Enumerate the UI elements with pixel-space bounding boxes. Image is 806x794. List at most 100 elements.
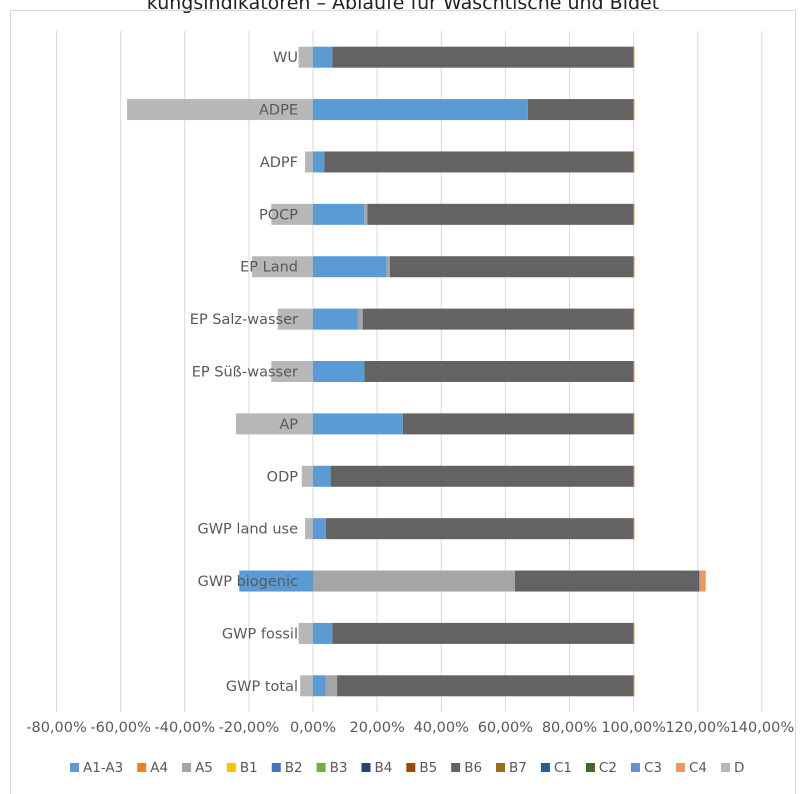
legend-label: C2	[599, 760, 617, 776]
bar-segment	[313, 99, 528, 121]
x-tick-label: -60,00%	[90, 720, 151, 736]
bar-segment	[300, 675, 313, 697]
chart-border	[10, 10, 796, 794]
legend-label: B3	[330, 760, 348, 776]
legend-swatch	[316, 763, 326, 772]
bar-segment	[633, 99, 635, 121]
bar-segment	[633, 675, 635, 697]
bar-segment	[633, 203, 635, 225]
legend-swatch	[361, 763, 371, 772]
category-labels: WU ADPE ADPF POCP EP Land EP Salz-wasser EP Sü…	[190, 50, 298, 695]
bar-segment	[514, 570, 698, 592]
bar-segment	[313, 256, 387, 278]
legend-swatch	[271, 763, 281, 772]
bar-segment	[633, 308, 635, 330]
bar-segment	[633, 518, 635, 540]
category-label: AP	[279, 417, 298, 433]
bar-segment	[313, 675, 326, 697]
x-tick-label: 40,00%	[414, 720, 469, 736]
legend-label: B4	[374, 760, 392, 776]
bar-segment	[324, 151, 634, 173]
legend-swatch	[496, 763, 506, 772]
bar-segment	[332, 622, 634, 644]
bar-segment	[332, 46, 634, 68]
bar-segment	[313, 518, 326, 540]
legend-label: C1	[554, 760, 572, 776]
x-tick-label: 100,00%	[601, 720, 666, 736]
x-tick-label: 80,00%	[542, 720, 597, 736]
bar-segment	[271, 361, 313, 382]
legend-swatch	[226, 763, 236, 772]
bar-segment	[364, 361, 634, 382]
bar-segment	[298, 46, 313, 68]
legend-label: D	[734, 760, 744, 776]
bar-segment	[313, 465, 331, 487]
bar-segment	[699, 570, 706, 592]
legend-label: A5	[195, 760, 213, 776]
x-tick-labels: -80,00% -60,00% -40,00% -20,00% 0,00% 20,00% 4…	[26, 720, 794, 736]
bar-segment	[362, 308, 634, 330]
bar-segment	[313, 151, 325, 173]
bar-segment	[389, 256, 634, 278]
bar-segment	[386, 256, 390, 278]
x-tick-label: 140,00%	[730, 720, 795, 736]
category-label: ADPF	[260, 155, 298, 171]
bar-segment	[313, 361, 365, 382]
category-label: GWP fossil	[222, 626, 298, 642]
bar-segment	[364, 203, 368, 225]
x-tick-label: 120,00%	[665, 720, 730, 736]
legend-swatch	[137, 763, 147, 772]
x-tick-label: 60,00%	[478, 720, 533, 736]
legend-swatch	[675, 763, 685, 772]
bar-segment	[325, 518, 634, 540]
bar-segment	[301, 465, 313, 487]
bar-segment	[337, 675, 634, 697]
category-label: GWP biogenic	[198, 574, 298, 590]
bar-segment	[313, 622, 333, 644]
bars	[127, 46, 706, 697]
bar-segment	[304, 151, 313, 173]
bar-segment	[313, 308, 358, 330]
x-tick-label: -20,00%	[219, 720, 280, 736]
bar-segment	[633, 151, 635, 173]
bar-segment	[633, 622, 635, 644]
category-label: ADPE	[259, 103, 298, 119]
category-label: GWP total	[226, 679, 298, 695]
legend-label: A4	[150, 760, 168, 776]
bar-segment	[325, 675, 338, 697]
legend-label: B5	[419, 760, 437, 776]
category-label: EP Süß-wasser	[192, 365, 298, 381]
legend-swatch	[70, 763, 79, 772]
x-tick-label: 20,00%	[349, 720, 404, 736]
bar-segment	[304, 518, 313, 540]
bar-segment	[313, 46, 333, 68]
bar-segment	[271, 203, 313, 225]
bar-segment	[633, 46, 635, 68]
category-label: WU	[273, 50, 298, 66]
legend-label: C4	[689, 760, 707, 776]
category-label: POCP	[259, 207, 298, 223]
bar-segment	[402, 413, 634, 435]
bar-segment	[313, 413, 403, 435]
bar-segment	[313, 570, 515, 592]
bar-segment	[298, 622, 313, 644]
bar-segment	[697, 570, 700, 592]
x-tick-label: 0,00%	[290, 720, 336, 736]
bar-segment	[239, 570, 313, 592]
bar-segment	[633, 361, 635, 382]
category-label: EP Land	[240, 260, 298, 276]
legend-swatch	[451, 763, 461, 772]
legend-label: B1	[240, 760, 258, 776]
bar-segment	[313, 203, 365, 225]
bar-segment	[277, 308, 313, 330]
legend-label: B6	[464, 760, 482, 776]
bar-segment	[330, 465, 634, 487]
bar-segment	[236, 413, 313, 435]
legend-label: B2	[285, 760, 303, 776]
category-label: GWP land use	[197, 522, 298, 538]
legend-label: B7	[509, 760, 527, 776]
bar-segment	[357, 308, 363, 330]
legend-label: C3	[644, 760, 662, 776]
bar-segment	[252, 256, 313, 278]
